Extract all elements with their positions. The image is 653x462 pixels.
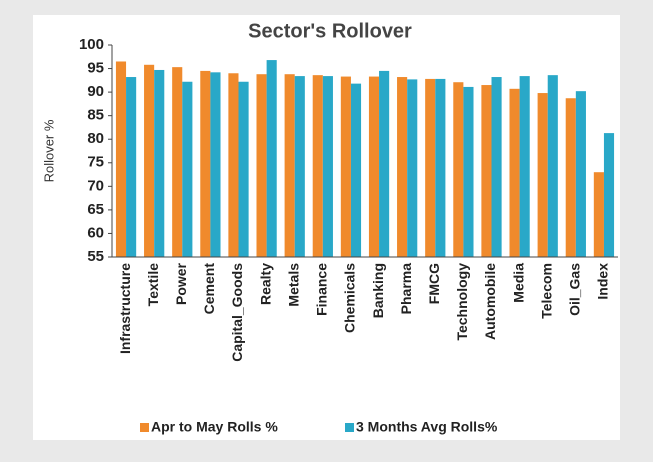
bar (509, 88, 520, 258)
x-tick-label: Textile (145, 263, 161, 307)
bar (453, 82, 464, 258)
y-tick-label: 75 (87, 154, 104, 171)
bar (182, 81, 193, 257)
y-tick-label: 55 (87, 248, 104, 265)
y-tick-label: 65 (87, 201, 104, 218)
bar (603, 133, 615, 257)
bar (537, 93, 548, 257)
x-tick-label: Infrastructure (117, 263, 133, 354)
bar (340, 76, 351, 257)
x-tick-label: Power (173, 262, 189, 305)
bar (368, 76, 380, 257)
bar (284, 74, 295, 257)
bar (144, 64, 155, 257)
bar (256, 74, 267, 257)
legend-swatch (345, 423, 354, 432)
bar (435, 78, 446, 257)
legend-swatch (140, 423, 149, 432)
chart-title: Sector's Rollover (248, 20, 412, 42)
bar (172, 67, 183, 258)
y-tick-label: 95 (87, 60, 104, 77)
bar (565, 98, 576, 257)
bar (266, 60, 277, 257)
x-tick-label: Banking (370, 263, 386, 318)
x-tick-label: Pharma (398, 263, 414, 315)
bar (228, 73, 239, 258)
bar (547, 75, 558, 257)
x-tick-label: Chemicals (342, 263, 358, 333)
y-tick-label: 100 (79, 36, 104, 53)
bar (350, 83, 362, 258)
x-tick-label: Automobile (482, 263, 498, 340)
x-tick-label: Capital_Goods (229, 263, 245, 362)
y-tick-label: 70 (87, 177, 104, 194)
bar (379, 70, 390, 258)
y-tick-label: 85 (87, 107, 104, 124)
x-tick-label: Realty (257, 263, 273, 305)
bar (294, 76, 305, 258)
y-tick-label: 80 (87, 130, 104, 147)
bar (519, 76, 530, 258)
y-axis-title: Rollover % (41, 119, 56, 182)
x-tick-label: FMCG (426, 263, 442, 304)
bar (491, 77, 502, 257)
x-tick-label: Index (595, 263, 611, 300)
legend-label: 3 Months Avg Rolls% (356, 419, 498, 435)
bar (397, 77, 408, 257)
bar (407, 79, 418, 257)
bar (200, 70, 211, 258)
bar (154, 69, 165, 257)
bar (322, 76, 333, 258)
x-tick-label: Technology (454, 263, 470, 341)
x-tick-label: Oil_Gas (567, 263, 583, 316)
bar (238, 81, 249, 257)
bar (210, 72, 221, 257)
bar (115, 61, 127, 257)
bar (463, 86, 474, 257)
x-tick-label: Telecom (538, 263, 554, 319)
x-tick-label: Metals (285, 263, 301, 307)
x-tick-label: Media (510, 263, 526, 303)
bar (593, 172, 604, 257)
bar (126, 77, 137, 257)
y-tick-label: 60 (87, 224, 104, 241)
bar (575, 91, 586, 258)
bar (425, 78, 436, 257)
bar (481, 85, 492, 258)
legend-label: Apr to May Rolls % (151, 419, 278, 435)
x-tick-label: Finance (314, 263, 330, 316)
bar (312, 75, 323, 257)
y-tick-label: 90 (87, 83, 104, 100)
x-tick-label: Cement (201, 263, 217, 315)
